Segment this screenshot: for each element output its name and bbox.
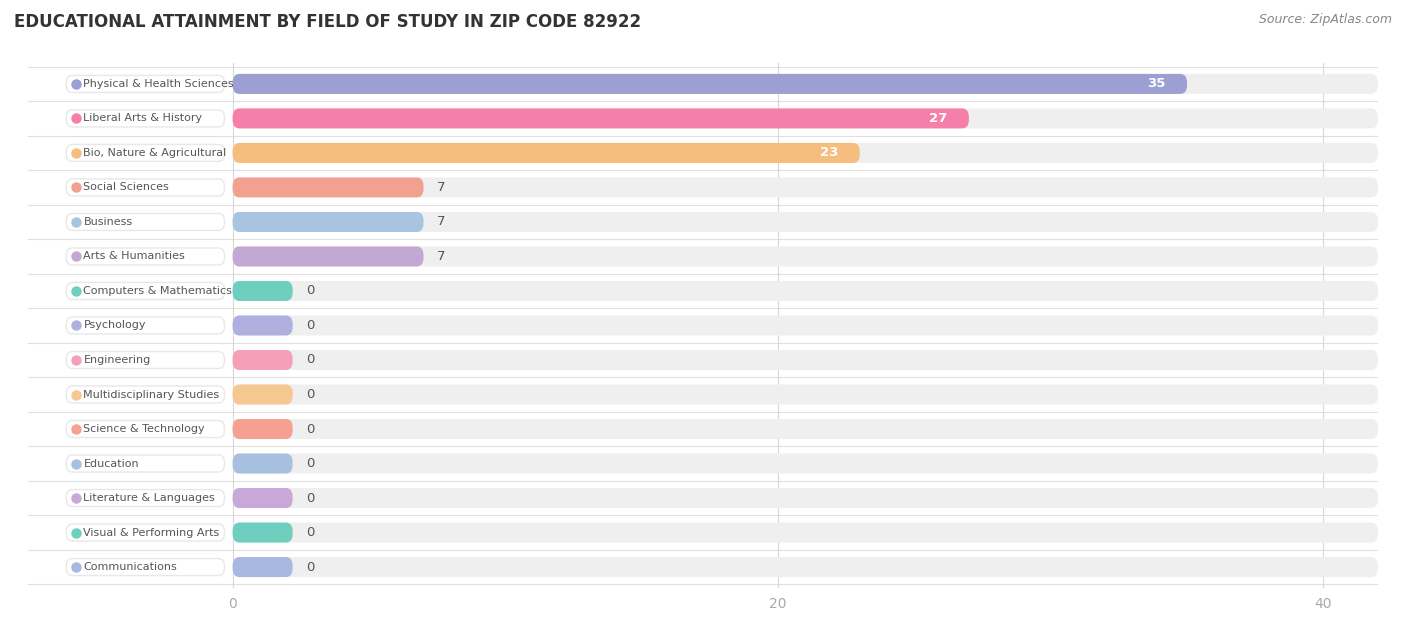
FancyBboxPatch shape [66, 351, 225, 368]
Text: 0: 0 [307, 353, 315, 367]
Text: Multidisciplinary Studies: Multidisciplinary Studies [83, 389, 219, 399]
Text: Engineering: Engineering [83, 355, 150, 365]
FancyBboxPatch shape [232, 350, 1378, 370]
FancyBboxPatch shape [66, 317, 225, 334]
Text: Liberal Arts & History: Liberal Arts & History [83, 113, 202, 123]
FancyBboxPatch shape [232, 178, 1378, 197]
FancyBboxPatch shape [66, 75, 225, 92]
FancyBboxPatch shape [232, 212, 423, 232]
Text: EDUCATIONAL ATTAINMENT BY FIELD OF STUDY IN ZIP CODE 82922: EDUCATIONAL ATTAINMENT BY FIELD OF STUDY… [14, 13, 641, 30]
FancyBboxPatch shape [232, 419, 1378, 439]
FancyBboxPatch shape [232, 281, 292, 301]
FancyBboxPatch shape [66, 420, 225, 437]
FancyBboxPatch shape [232, 246, 423, 267]
FancyBboxPatch shape [232, 246, 1378, 267]
Text: 0: 0 [307, 526, 315, 539]
Text: Visual & Performing Arts: Visual & Performing Arts [83, 528, 219, 538]
Text: 0: 0 [307, 423, 315, 435]
Text: Physical & Health Sciences: Physical & Health Sciences [83, 79, 233, 89]
FancyBboxPatch shape [232, 384, 1378, 404]
Text: 0: 0 [307, 492, 315, 504]
FancyBboxPatch shape [66, 490, 225, 506]
Text: Business: Business [83, 217, 132, 227]
Text: 0: 0 [307, 284, 315, 298]
FancyBboxPatch shape [232, 488, 292, 508]
FancyBboxPatch shape [66, 248, 225, 265]
FancyBboxPatch shape [66, 179, 225, 196]
FancyBboxPatch shape [232, 109, 1378, 128]
FancyBboxPatch shape [232, 178, 423, 197]
FancyBboxPatch shape [232, 419, 292, 439]
FancyBboxPatch shape [66, 386, 225, 403]
FancyBboxPatch shape [232, 281, 1378, 301]
Text: Arts & Humanities: Arts & Humanities [83, 252, 186, 262]
FancyBboxPatch shape [66, 283, 225, 300]
Text: Science & Technology: Science & Technology [83, 424, 205, 434]
Text: 7: 7 [437, 216, 446, 228]
Text: 23: 23 [820, 147, 838, 159]
FancyBboxPatch shape [66, 214, 225, 231]
FancyBboxPatch shape [232, 74, 1378, 94]
FancyBboxPatch shape [232, 523, 292, 542]
FancyBboxPatch shape [232, 488, 1378, 508]
Text: 0: 0 [307, 319, 315, 332]
FancyBboxPatch shape [232, 557, 1378, 577]
Text: 0: 0 [307, 561, 315, 574]
Text: Education: Education [83, 459, 139, 468]
Text: Computers & Mathematics: Computers & Mathematics [83, 286, 232, 296]
Text: Social Sciences: Social Sciences [83, 183, 169, 192]
Text: 35: 35 [1147, 77, 1166, 90]
FancyBboxPatch shape [232, 384, 292, 404]
FancyBboxPatch shape [232, 454, 1378, 473]
FancyBboxPatch shape [232, 454, 292, 473]
FancyBboxPatch shape [66, 559, 225, 576]
Text: Source: ZipAtlas.com: Source: ZipAtlas.com [1258, 13, 1392, 26]
FancyBboxPatch shape [66, 524, 225, 541]
FancyBboxPatch shape [232, 143, 1378, 163]
FancyBboxPatch shape [232, 350, 292, 370]
FancyBboxPatch shape [232, 315, 1378, 336]
FancyBboxPatch shape [232, 315, 292, 336]
FancyBboxPatch shape [232, 109, 969, 128]
Text: Literature & Languages: Literature & Languages [83, 493, 215, 503]
Text: 7: 7 [437, 181, 446, 194]
Text: 27: 27 [929, 112, 948, 125]
FancyBboxPatch shape [232, 212, 1378, 232]
Text: 0: 0 [307, 457, 315, 470]
Text: Psychology: Psychology [83, 320, 146, 331]
FancyBboxPatch shape [232, 557, 292, 577]
Text: Communications: Communications [83, 562, 177, 572]
FancyBboxPatch shape [66, 110, 225, 127]
FancyBboxPatch shape [66, 455, 225, 472]
Text: 7: 7 [437, 250, 446, 263]
Text: 0: 0 [307, 388, 315, 401]
FancyBboxPatch shape [66, 145, 225, 161]
FancyBboxPatch shape [232, 143, 860, 163]
FancyBboxPatch shape [232, 74, 1187, 94]
Text: Bio, Nature & Agricultural: Bio, Nature & Agricultural [83, 148, 226, 158]
FancyBboxPatch shape [232, 523, 1378, 542]
